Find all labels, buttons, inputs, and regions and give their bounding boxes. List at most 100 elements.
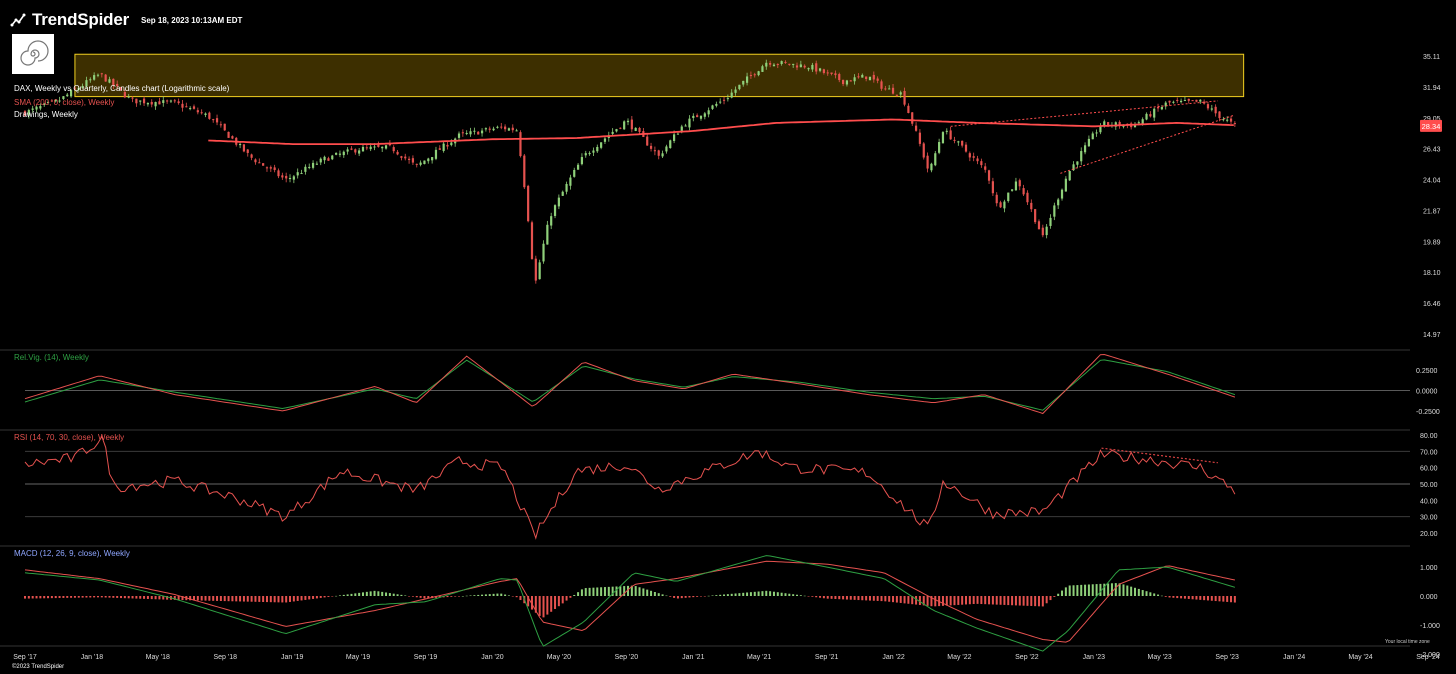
candle-body: [938, 142, 941, 153]
candle-body: [238, 143, 242, 146]
macd-histogram-bar: [277, 596, 280, 603]
price-trendline-0: [950, 100, 1218, 127]
macd-histogram-bar: [108, 596, 111, 598]
candle-body: [450, 142, 453, 146]
candle-body: [365, 147, 368, 149]
candle-body: [626, 120, 630, 123]
candle-body: [657, 150, 660, 156]
macd-histogram-bar: [377, 591, 380, 596]
candle-body: [961, 140, 964, 146]
candle-body: [116, 83, 119, 87]
macd-histogram-bar: [972, 596, 975, 604]
drawings-legend[interactable]: Drawings, Weekly: [14, 110, 78, 119]
candle-body: [415, 163, 418, 165]
macd-histogram-bar: [296, 596, 299, 601]
macd-histogram-bar: [746, 592, 749, 596]
candle-body: [611, 131, 614, 134]
candle-body: [96, 74, 100, 76]
candle-body: [43, 103, 46, 105]
candle-body: [185, 106, 188, 108]
candle-body: [527, 185, 530, 222]
candle-body: [504, 126, 507, 130]
macd-histogram-bar: [761, 591, 764, 596]
macd-histogram-bar: [650, 590, 653, 596]
candle-body: [553, 205, 557, 216]
macd-histogram-bar: [166, 596, 169, 600]
candle-body: [980, 161, 983, 166]
candle-body: [73, 88, 77, 90]
candle-body: [868, 76, 872, 81]
x-tick-14: May '22: [947, 654, 971, 661]
macd-histogram-bar: [227, 596, 230, 602]
macd-histogram-bar: [780, 592, 783, 596]
macd-histogram-bar: [557, 596, 560, 607]
macd-histogram-bar: [657, 593, 660, 596]
macd-histogram-bar: [988, 596, 991, 605]
candle-body: [1149, 114, 1152, 117]
macd-histogram-bar: [1061, 590, 1064, 596]
macd-histogram-bar: [1064, 587, 1067, 596]
macd-histogram-bar: [58, 596, 61, 599]
macd-histogram-bar: [369, 591, 372, 596]
candle-body: [1114, 122, 1117, 127]
macd-histogram-bar: [826, 596, 829, 599]
candle-body: [818, 68, 822, 71]
macd-histogram-bar: [561, 596, 564, 604]
macd-histogram-bar: [1018, 596, 1021, 606]
macd-histogram-bar: [235, 596, 238, 602]
macd-histogram-bar: [926, 596, 929, 606]
macd-histogram-bar: [738, 593, 741, 596]
macd-histogram-bar: [373, 590, 376, 596]
macd-histogram-bar: [615, 586, 618, 596]
macd-histogram-bar: [980, 596, 983, 605]
candle-body: [231, 136, 234, 139]
macd-histogram-bar: [872, 596, 875, 601]
macd-histogram-bar: [35, 596, 38, 599]
candle-body: [200, 112, 203, 114]
x-tick-16: Jan '23: [1083, 654, 1105, 661]
macd-histogram-bar: [822, 596, 825, 599]
candle-body: [638, 127, 641, 132]
macd-histogram-bar: [223, 596, 226, 602]
candle-body: [761, 66, 764, 72]
candle-body: [596, 146, 599, 152]
candle-body: [573, 169, 576, 177]
x-tick-12: Sep '21: [815, 654, 839, 661]
rsi-legend[interactable]: RSI (14, 70, 30, close), Weekly: [14, 433, 125, 442]
candle-body: [215, 118, 219, 123]
macd-histogram-bar: [1095, 584, 1098, 596]
macd-histogram-bar: [907, 596, 910, 604]
candle-body: [119, 87, 123, 91]
price-tick-0: 35.11: [1423, 54, 1440, 61]
candle-body: [1107, 122, 1110, 126]
macd-histogram-bar: [838, 596, 841, 600]
macd-histogram-bar: [803, 595, 806, 597]
macd-histogram-bar: [991, 596, 994, 605]
candle-body: [39, 106, 42, 109]
candle-body: [473, 130, 476, 132]
x-tick-6: Sep '19: [414, 654, 438, 661]
candle-body: [722, 99, 726, 101]
candle-body: [911, 112, 914, 124]
candle-body: [684, 125, 687, 127]
candle-body: [208, 112, 211, 119]
macd-histogram-bar: [438, 596, 441, 598]
candle-body: [811, 64, 814, 70]
candle-body: [177, 101, 180, 104]
candle-body: [534, 258, 537, 281]
candle-body: [335, 152, 338, 155]
candle-body: [726, 98, 729, 100]
macd-histogram-bar: [127, 596, 130, 599]
macd-histogram-bar: [995, 596, 998, 605]
sma-legend[interactable]: SMA (200, 0, close), Weekly: [14, 98, 115, 107]
macd-histogram-bar: [642, 588, 645, 596]
candle-body: [964, 144, 968, 152]
main-legend[interactable]: DAX, Weekly vs Quarterly, Candles chart …: [14, 84, 230, 93]
relvig-legend[interactable]: Rel.Vig. (14), Weekly: [14, 353, 89, 362]
candle-body: [711, 105, 714, 109]
candle-body: [784, 61, 787, 63]
macd-histogram-bar: [888, 596, 891, 602]
macd-legend[interactable]: MACD (12, 26, 9, close), Weekly: [14, 549, 130, 558]
candle-body: [104, 74, 107, 82]
